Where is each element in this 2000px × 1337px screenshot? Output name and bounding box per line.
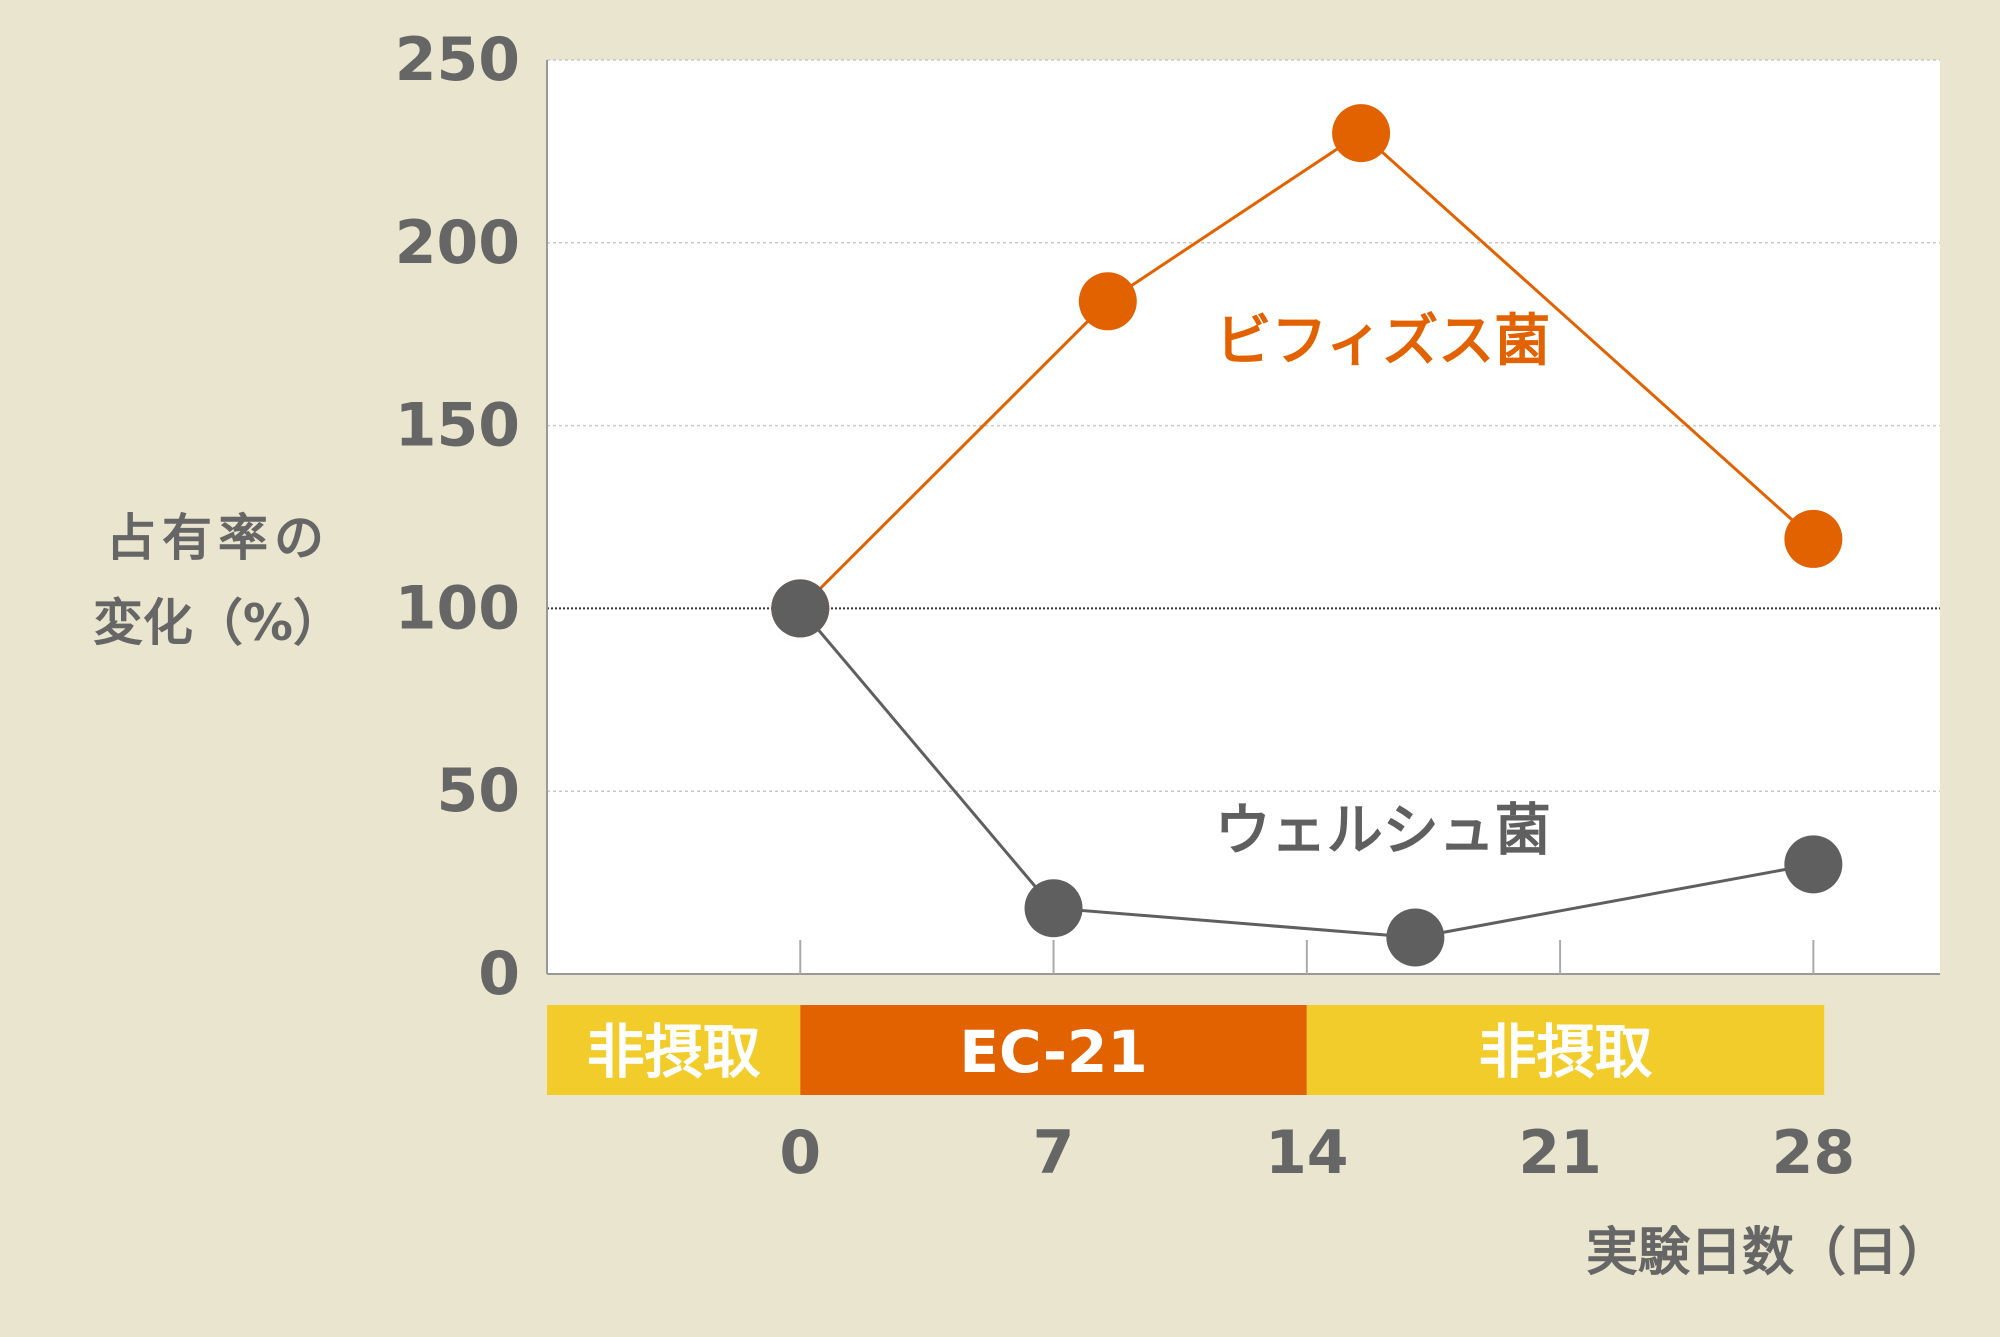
y-tick-labels: 0 50 100 150 200 250 bbox=[395, 25, 520, 1009]
series-label-0: ビフィズス菌 bbox=[1215, 309, 1550, 374]
phase-label-1: EC-21 bbox=[959, 1018, 1147, 1086]
y-axis-label-line1: 占有率の bbox=[106, 509, 330, 567]
phase-segment-2 bbox=[1306, 1005, 1825, 1095]
series-1-point-1 bbox=[1024, 879, 1083, 938]
y-tick-label-50: 50 bbox=[437, 756, 521, 826]
x-tick-label-7: 7 bbox=[1033, 1118, 1075, 1188]
x-tick-marks bbox=[799, 940, 1815, 974]
x-tick-labels: 0 7 14 21 28 bbox=[779, 1118, 1855, 1188]
series-0-point-1 bbox=[1078, 272, 1137, 331]
phase-label-2: 非摂取 bbox=[1479, 1018, 1653, 1086]
y-tick-label-150: 150 bbox=[395, 391, 520, 461]
series-line-1 bbox=[799, 607, 1814, 939]
series-0-point-3 bbox=[1784, 509, 1843, 568]
y-tick-label-100: 100 bbox=[395, 573, 520, 643]
series-layer bbox=[771, 104, 1843, 967]
y-tick-label-0: 0 bbox=[478, 939, 520, 1009]
series-line-0 bbox=[799, 131, 1815, 610]
phase-label-0: 非摂取 bbox=[587, 1018, 761, 1086]
phase-segment-1 bbox=[800, 1005, 1307, 1095]
x-tick-label-21: 21 bbox=[1518, 1118, 1602, 1188]
y-tick-label-250: 250 bbox=[395, 25, 520, 95]
x-tick-label-28: 28 bbox=[1772, 1118, 1856, 1188]
x-tick-label-14: 14 bbox=[1265, 1118, 1349, 1188]
series-0-point-2 bbox=[1332, 104, 1391, 163]
phase-segment-0 bbox=[547, 1005, 801, 1095]
series-label-1: ウェルシュ菌 bbox=[1215, 799, 1551, 864]
series-1-point-3 bbox=[1784, 835, 1843, 894]
series-1-point-2 bbox=[1386, 908, 1445, 967]
y-axis-label-line2: 変化（%） bbox=[93, 594, 343, 652]
y-tick-label-200: 200 bbox=[395, 208, 520, 278]
x-tick-label-0: 0 bbox=[779, 1118, 821, 1188]
series-1-point-0 bbox=[771, 579, 830, 638]
x-axis-label: 実験日数（日） bbox=[1586, 1223, 1950, 1283]
phase-bar: 非摂取 EC-21 非摂取 bbox=[547, 1005, 1825, 1095]
